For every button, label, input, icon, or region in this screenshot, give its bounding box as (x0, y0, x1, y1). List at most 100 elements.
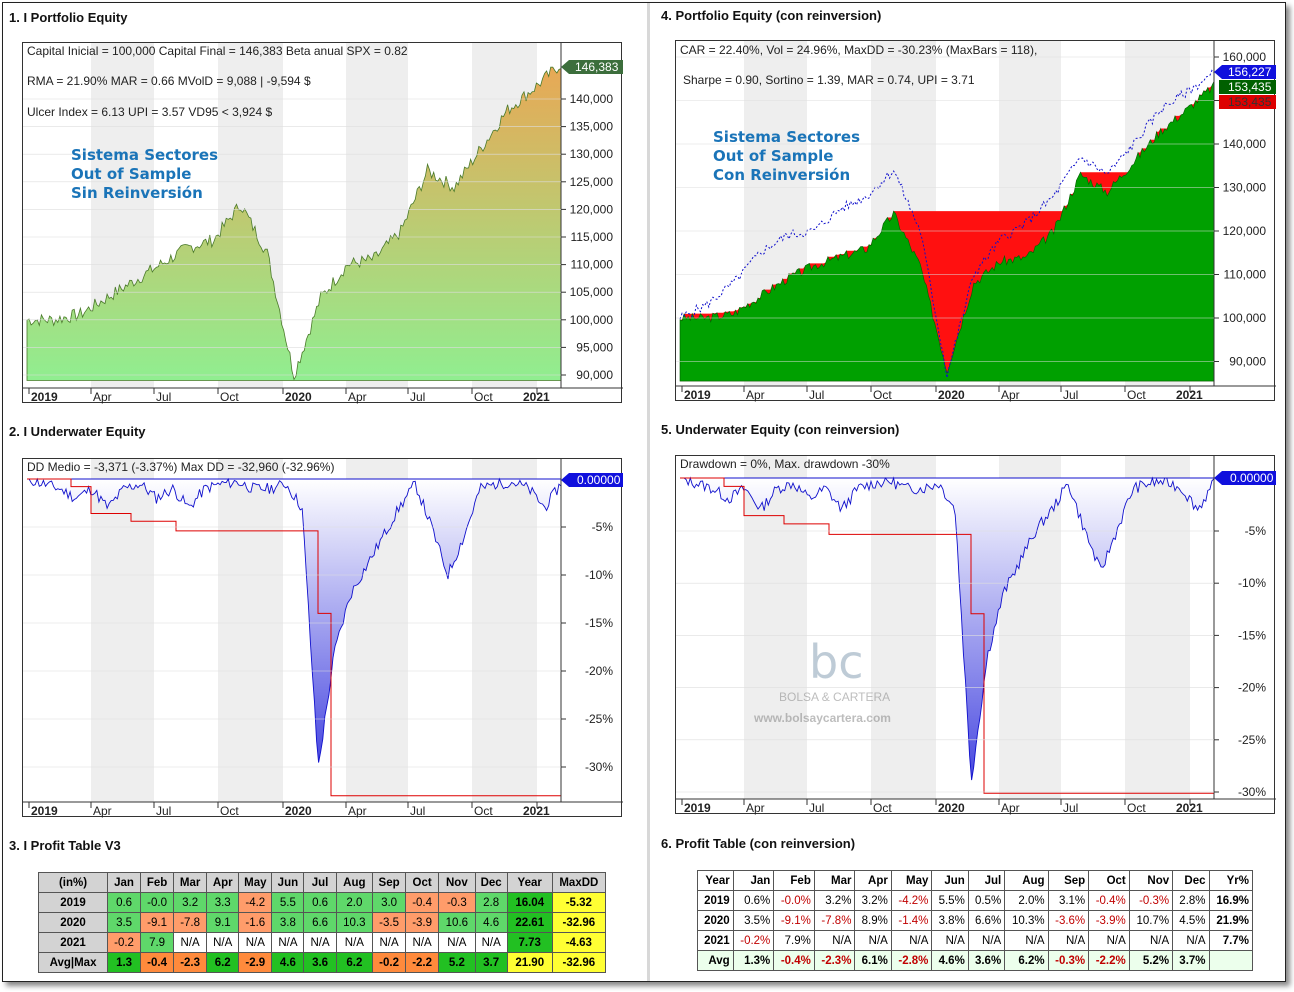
title-portfolio-equity: 1. I Portfolio Equity (9, 10, 128, 25)
underwater-equity-chart: -5% -10% -15% -20% -25% -30% 2019 Apr Jul Oct 2020… (22, 458, 623, 818)
x-tick-label: Jul (156, 804, 171, 818)
x-tick-label: 2020 (938, 801, 965, 815)
table-header: Dec (474, 872, 508, 893)
table-cell: -4.63 (551, 932, 607, 953)
x-tick-label: Apr (348, 390, 367, 404)
table-cell: -3.5 (372, 912, 407, 933)
table-header: Jan (107, 872, 142, 893)
x-tick-label: Oct (1127, 388, 1146, 402)
table-header: Sep (372, 872, 407, 893)
table-header: Yr% (1208, 870, 1254, 891)
table-cell: N/A (271, 932, 305, 953)
table-cell: -9.1 (140, 912, 175, 933)
table-cell: 4.6 (271, 952, 305, 973)
table-header: Year (697, 870, 734, 891)
y-tick-label: 120,000 (570, 202, 614, 216)
title-profit-table: 3. I Profit Table V3 (9, 838, 121, 853)
table-cell: 5.5% (931, 890, 969, 911)
y-tick-label: -10% (1238, 576, 1266, 590)
x-tick-label: 2021 (1176, 388, 1203, 402)
table-cell: N/A (1128, 930, 1174, 951)
table-cell: 7.9% (773, 930, 815, 951)
y-tick-label: -5% (1245, 524, 1267, 538)
table-cell: N/A (173, 932, 208, 953)
x-tick-label: Jul (809, 388, 824, 402)
x-tick-label: 2019 (31, 804, 58, 818)
table-header: Dec (1172, 870, 1210, 891)
table-cell: 10.3 (335, 912, 374, 933)
table-cell: 7.7% (1208, 930, 1254, 951)
x-tick-label: Apr (746, 388, 765, 402)
y-tick-label: 95,000 (576, 340, 613, 354)
table-cell: N/A (206, 932, 240, 953)
table-cell: 3.2% (854, 890, 892, 911)
y-tick-label: 100,000 (570, 313, 614, 327)
table-header: (in%) (37, 872, 109, 893)
reinv-stats-line-2: Sharpe = 0.90, Sortino = 1.39, MAR = 0.7… (683, 73, 975, 87)
table-header: May (238, 872, 273, 893)
max-drawdown-line (27, 478, 561, 797)
y-tick-label: 125,000 (570, 175, 614, 189)
y-tick-label: 130,000 (570, 147, 614, 161)
underwater-equity-reinv-chart: -5% -10% -15% -20% -25% -30% 2019 Apr Jul Oct 2020… (675, 455, 1276, 815)
table-cell: -4.2 (238, 892, 273, 913)
table-header: Nov (1128, 870, 1174, 891)
x-tick-label: 2020 (285, 390, 312, 404)
y-tick-label: 115,000 (571, 230, 614, 244)
table-cell: 3.7% (1172, 950, 1210, 971)
y-tick-label: 120,000 (1223, 224, 1267, 238)
table-cell: -0.4 (405, 892, 440, 913)
watermark-line-1: Sistema Sectores (71, 146, 218, 164)
table-header: Feb (140, 872, 175, 893)
profit-table: (in%) Jan Feb Mar Apr May Jun Jul Aug Sep Oct Nov De… (37, 872, 607, 973)
table-cell: N/A (438, 932, 476, 953)
y-tick-label: 90,000 (1229, 355, 1266, 369)
equity-green-area (679, 81, 1215, 382)
y-tick-label: 110,000 (571, 258, 614, 272)
table-cell: -0.3 (438, 892, 476, 913)
reinv-max-drawdown-line (680, 477, 1214, 794)
title-profit-table-reinv: 6. Profit Table (con reinversion) (661, 836, 856, 851)
table-header: Jun (931, 870, 969, 891)
table-header: Mar (813, 870, 856, 891)
table-cell: N/A (1172, 930, 1210, 951)
table-row: 2020 3.5% -9.1% -7.8% 8.9% -1.4% 3.8% 6.6% 10.3%… (697, 910, 1254, 931)
table-cell: -7.8 (173, 912, 208, 933)
table-cell: N/A (238, 932, 273, 953)
table-header: Sep (1047, 870, 1090, 891)
watermark-line-2: Out of Sample (71, 165, 191, 183)
table-cell: N/A (813, 930, 856, 951)
table-cell: 6.1% (854, 950, 892, 971)
y-tick-label: -15% (1238, 628, 1266, 642)
y-tick-label: -25% (1238, 733, 1266, 747)
table-cell: -32.96 (551, 952, 607, 973)
table-cell: 3.8 (271, 912, 305, 933)
x-tick-label: Apr (93, 390, 112, 404)
x-tick-label: Oct (1127, 801, 1146, 815)
table-cell: 3.5% (732, 910, 775, 931)
table-cell: Avg (697, 950, 734, 971)
y-tick-label: 140,000 (570, 92, 614, 106)
table-cell: 5.2% (1128, 950, 1174, 971)
y-tick-label: -10% (585, 568, 613, 582)
table-cell: -0.0% (773, 890, 815, 911)
y-tick-label: 160,000 (1223, 50, 1267, 64)
svg-text:www.bolsaycartera.com: www.bolsaycartera.com (753, 711, 891, 725)
table-cell: 6.2 (335, 952, 374, 973)
reinv-drawdown-stats: Drawdown = 0%, Max. drawdown -30% (680, 457, 890, 471)
drawdown-area (27, 477, 562, 763)
table-cell: 21.9% (1208, 910, 1254, 931)
table-cell: 3.1% (1047, 890, 1090, 911)
table-header: Year (506, 872, 553, 893)
reinv-dd-last-badge: 0.00000 (1230, 471, 1274, 485)
benchmark-badge: 156,227 (1228, 65, 1272, 79)
table-cell: -2.2% (1088, 950, 1130, 971)
table-cell: 3.8% (931, 910, 969, 931)
stats-line-3: Ulcer Index = 6.13 UPI = 3.57 VD95 < 3,9… (27, 105, 272, 119)
table-cell: -5.32 (551, 892, 607, 913)
table-cell: N/A (967, 930, 1006, 951)
table-cell: 0.6 (107, 892, 142, 913)
y-tick-label: -5% (592, 520, 614, 534)
table-row: Avg 1.3% -0.4% -2.3% 6.1% -2.8% 4.6% 3.6% 6.2% -0… (697, 950, 1254, 971)
x-tick-label: Apr (746, 801, 765, 815)
